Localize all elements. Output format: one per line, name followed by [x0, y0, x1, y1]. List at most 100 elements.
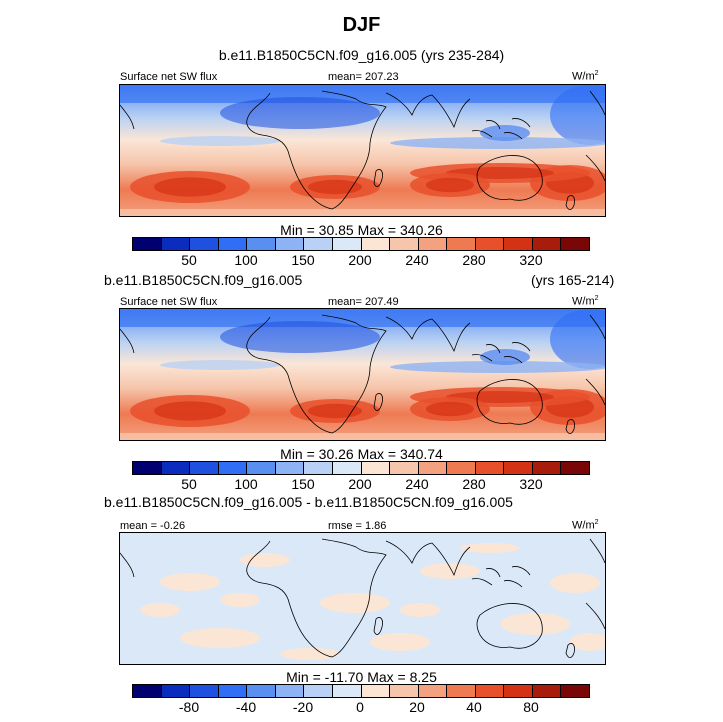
- colorbar-tick-label: 50: [181, 476, 197, 492]
- panel3-title: b.e11.B1850C5CN.f09_g16.005 - b.e11.B185…: [104, 494, 513, 510]
- difference-patch: [400, 603, 440, 617]
- panel3-rmse-label: rmse = 1.86: [328, 520, 387, 532]
- coastline: [471, 566, 531, 588]
- panel1-colorbar-ticks: 50 100 150 200 240 280 320: [132, 252, 590, 270]
- difference-patch: [280, 648, 340, 660]
- colorbar-cell: [390, 685, 419, 697]
- colorbar-cell: [275, 462, 305, 474]
- panel1-mean-label: mean= 207.23: [328, 71, 399, 83]
- colorbar-cell: [475, 238, 505, 250]
- panel2-variable-label: Surface net SW flux: [120, 296, 218, 308]
- difference-patch: [240, 553, 290, 567]
- colorbar-cell: [133, 685, 162, 697]
- panel3-map-svg: [120, 533, 605, 664]
- coastline: [246, 90, 387, 210]
- colorbar-cell: [418, 462, 448, 474]
- colorbar-cell: [475, 462, 505, 474]
- colorbar-cell: [390, 238, 419, 250]
- coastline: [246, 314, 387, 434]
- colorbar-tick-label: 150: [291, 252, 315, 268]
- coastline: [476, 603, 543, 649]
- coastline: [120, 328, 135, 354]
- colorbar-tick-label: 280: [462, 476, 486, 492]
- colorbar-cell: [133, 462, 162, 474]
- colorbar-tick-label: -20: [292, 699, 314, 715]
- coastline: [476, 379, 543, 425]
- colorbar-cell: [161, 238, 191, 250]
- panel2-colorbar-ticks: 50 100 150 200 240 280 320: [132, 476, 590, 494]
- panel3-minmax: Min = -11.70 Max = 8.25: [286, 669, 437, 685]
- colorbar-cell: [447, 685, 476, 697]
- difference-patch: [140, 603, 180, 617]
- coastline: [373, 169, 383, 187]
- panel2-units: W/m2: [572, 295, 599, 308]
- panel1-title: b.e11.B1850C5CN.f09_g16.005 (yrs 235-284…: [218, 47, 505, 63]
- colorbar-cell: [561, 685, 589, 697]
- colorbar-cell: [361, 462, 391, 474]
- colorbar-tick-label: 100: [234, 252, 258, 268]
- difference-patch: [220, 593, 260, 607]
- difference-patch: [370, 633, 430, 651]
- panel1-map: [119, 84, 606, 217]
- panel3-mean-label: mean = -0.26: [120, 520, 186, 532]
- difference-patch: [570, 633, 605, 651]
- difference-patch: [460, 543, 520, 553]
- panel1-colorbar: [132, 237, 590, 251]
- difference-patch: [180, 628, 260, 648]
- colorbar-tick-label: 100: [234, 476, 258, 492]
- panel2-map-svg: [120, 309, 605, 440]
- colorbar-cell: [447, 462, 476, 474]
- coastline: [585, 90, 605, 182]
- panel2-title: b.e11.B1850C5CN.f09_g16.005: [104, 272, 303, 288]
- coastline: [246, 538, 387, 658]
- coastline: [476, 155, 543, 201]
- colorbar-cell: [304, 462, 333, 474]
- colorbar-cell: [190, 462, 219, 474]
- coastline: [471, 118, 531, 140]
- coastline: [565, 419, 575, 434]
- panel2-title-years: (yrs 165-214): [531, 272, 615, 288]
- panel1-units: W/m2: [572, 70, 599, 83]
- colorbar-cell: [247, 238, 276, 250]
- coastline: [373, 393, 383, 411]
- colorbar-tick-label: 150: [291, 476, 315, 492]
- colorbar-cell: [504, 462, 533, 474]
- panel2-minmax: Min = 30.26 Max = 340.74: [280, 446, 443, 462]
- colorbar-cell: [304, 238, 333, 250]
- coastline: [120, 104, 135, 130]
- colorbar-cell: [561, 462, 589, 474]
- colorbar-cell: [475, 685, 505, 697]
- colorbar-cell: [275, 685, 305, 697]
- panel2-mean-label: mean= 207.49: [328, 296, 399, 308]
- colorbar-cell: [218, 462, 248, 474]
- figure-title: DJF: [342, 14, 381, 36]
- colorbar-cell: [390, 462, 419, 474]
- difference-patch: [160, 573, 220, 591]
- colorbar-cell: [447, 238, 476, 250]
- colorbar-tick-label: -40: [235, 699, 257, 715]
- colorbar-cell: [332, 685, 362, 697]
- colorbar-cell: [532, 462, 562, 474]
- colorbar-cell: [418, 238, 448, 250]
- colorbar-cell: [275, 238, 305, 250]
- colorbar-cell: [218, 238, 248, 250]
- colorbar-tick-label: 200: [348, 252, 372, 268]
- coastline: [565, 195, 575, 210]
- colorbar-cell: [361, 685, 391, 697]
- colorbar-tick-label: 280: [462, 252, 486, 268]
- colorbar-cell: [332, 238, 362, 250]
- colorbar-cell: [247, 685, 276, 697]
- colorbar-cell: [190, 238, 219, 250]
- colorbar-cell: [361, 238, 391, 250]
- coastline: [120, 552, 135, 578]
- colorbar-tick-label: 200: [348, 476, 372, 492]
- colorbar-tick-label: 320: [519, 252, 543, 268]
- coastline: [585, 538, 605, 630]
- colorbar-tick-label: 20: [409, 699, 425, 715]
- colorbar-tick-label: 50: [181, 252, 197, 268]
- difference-patch: [420, 563, 480, 579]
- colorbar-cell: [247, 462, 276, 474]
- difference-patch: [550, 573, 600, 593]
- panel2-map: [119, 308, 606, 441]
- colorbar-tick-label: 40: [466, 699, 482, 715]
